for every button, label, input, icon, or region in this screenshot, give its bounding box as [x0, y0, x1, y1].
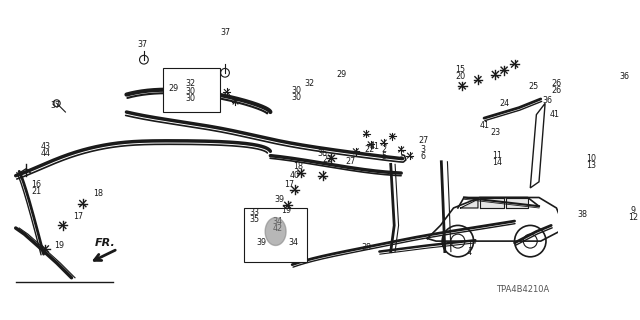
Text: 41: 41 — [550, 110, 560, 119]
Text: 15: 15 — [456, 65, 465, 74]
Text: 43: 43 — [40, 142, 51, 151]
Text: 20: 20 — [456, 72, 465, 81]
Text: TPA4B4210A: TPA4B4210A — [496, 285, 550, 294]
Text: 29: 29 — [337, 70, 347, 79]
Text: 9: 9 — [630, 206, 636, 215]
Text: 14: 14 — [492, 158, 502, 167]
Text: 32: 32 — [305, 79, 315, 88]
Polygon shape — [506, 198, 527, 208]
Text: 22: 22 — [322, 156, 332, 164]
Text: 34: 34 — [288, 238, 298, 247]
Text: 37: 37 — [220, 28, 230, 37]
Polygon shape — [480, 198, 504, 208]
Bar — [244, 208, 307, 262]
Text: 12: 12 — [628, 213, 638, 222]
Text: 39: 39 — [274, 195, 284, 204]
Text: 40: 40 — [290, 171, 300, 180]
Text: 27: 27 — [419, 136, 429, 145]
Text: 13: 13 — [586, 161, 596, 170]
Text: 38: 38 — [578, 210, 588, 219]
Text: 18: 18 — [293, 163, 303, 172]
Text: 44: 44 — [40, 149, 51, 158]
Text: 5: 5 — [381, 152, 387, 161]
Text: 36: 36 — [317, 148, 328, 157]
Text: 32: 32 — [185, 79, 195, 88]
Text: 22: 22 — [365, 145, 375, 154]
Text: 41: 41 — [480, 121, 490, 130]
Text: 1: 1 — [467, 241, 472, 250]
Text: 30: 30 — [185, 94, 195, 103]
Text: 3: 3 — [420, 145, 426, 154]
Text: 30: 30 — [292, 93, 301, 102]
Text: 38: 38 — [362, 243, 371, 252]
Bar — [163, 68, 220, 112]
Text: 10: 10 — [586, 154, 596, 163]
Text: 11: 11 — [492, 151, 502, 160]
Text: 17: 17 — [285, 180, 294, 189]
Text: 23: 23 — [490, 128, 500, 137]
Text: 2: 2 — [381, 145, 387, 154]
Text: 36: 36 — [543, 96, 553, 105]
Text: 6: 6 — [420, 152, 426, 161]
Polygon shape — [461, 199, 478, 208]
Text: 26: 26 — [552, 79, 561, 88]
Text: 17: 17 — [74, 212, 84, 221]
Text: 37: 37 — [51, 101, 61, 110]
Text: 18: 18 — [93, 189, 102, 198]
Text: 25: 25 — [529, 82, 539, 91]
Text: 34: 34 — [273, 217, 282, 226]
Text: 16: 16 — [31, 180, 42, 189]
Text: 39: 39 — [257, 238, 267, 247]
Text: 33: 33 — [250, 208, 260, 217]
Text: 37: 37 — [137, 40, 147, 49]
Text: 19: 19 — [281, 206, 291, 215]
Text: 30: 30 — [292, 86, 301, 95]
Text: 4: 4 — [467, 248, 472, 257]
Text: 30: 30 — [185, 87, 195, 96]
Text: 27: 27 — [346, 157, 356, 166]
Text: 24: 24 — [499, 99, 509, 108]
Text: FR.: FR. — [94, 238, 115, 248]
Polygon shape — [265, 218, 286, 245]
Text: 41: 41 — [370, 142, 380, 151]
Text: 21: 21 — [31, 187, 42, 196]
Text: 26: 26 — [552, 86, 561, 95]
Text: 42: 42 — [272, 224, 282, 233]
Text: 29: 29 — [168, 84, 179, 93]
Text: 19: 19 — [54, 241, 65, 250]
Text: 36: 36 — [620, 72, 630, 81]
Text: 35: 35 — [250, 215, 260, 224]
